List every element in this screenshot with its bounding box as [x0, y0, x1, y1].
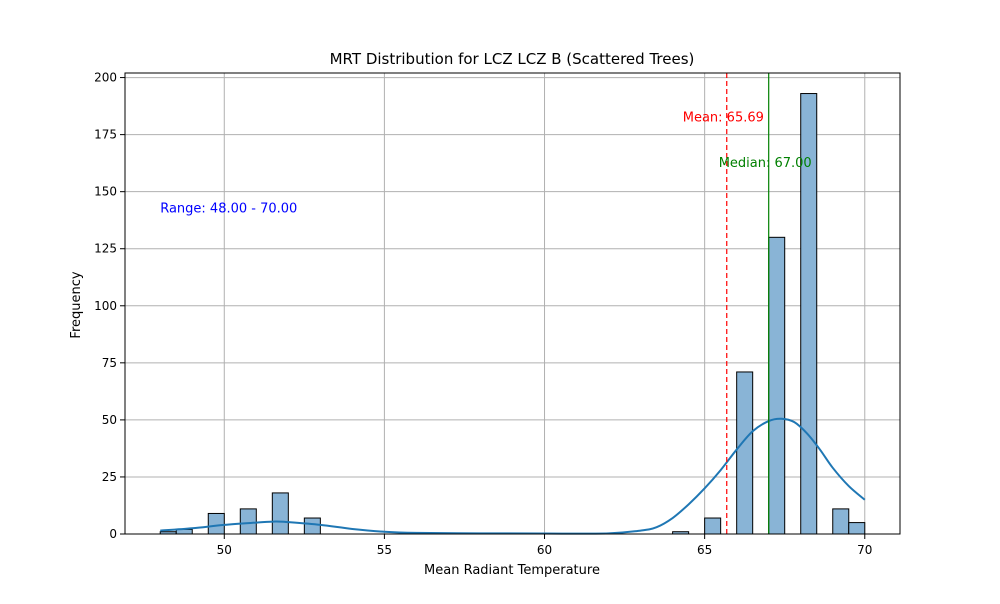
- histogram-bar: [239, 508, 257, 535]
- kde-curve: [160, 417, 866, 535]
- histogram-bar: [207, 512, 225, 535]
- y-tick-label: 25: [102, 470, 117, 484]
- x-tick-label: 70: [857, 543, 872, 557]
- histogram-bar: [704, 517, 722, 535]
- range-annotation: Range: 48.00 - 70.00: [160, 202, 297, 217]
- x-tick-label: 50: [217, 543, 232, 557]
- chart-title: MRT Distribution for LCZ LCZ B (Scattere…: [330, 50, 695, 68]
- reference-lines-layer: [726, 73, 770, 534]
- x-tick-label: 65: [697, 543, 712, 557]
- median-annotation: Median: 67.00: [719, 156, 812, 171]
- kde-layer: [160, 417, 866, 535]
- y-tick-label: 100: [94, 299, 117, 313]
- y-axis-label: Frequency: [69, 271, 84, 338]
- histogram-bar: [768, 236, 786, 535]
- y-tick-label: 0: [109, 527, 117, 541]
- histogram-bar: [303, 517, 321, 535]
- histogram-bar: [271, 492, 289, 535]
- ticks-layer: 50 55 60 65 70 0 25 50 75 100 125 150 175 200: [94, 71, 872, 557]
- y-tick-label: 175: [94, 128, 117, 142]
- y-tick-label: 150: [94, 185, 117, 199]
- histogram-bar: [832, 508, 850, 535]
- histogram-bar: [736, 371, 754, 535]
- plot-frame: [124, 72, 901, 535]
- histogram-bar: [848, 522, 866, 535]
- y-tick-label: 200: [94, 71, 117, 85]
- mean-annotation: Mean: 65.69: [683, 110, 764, 125]
- axes-layer: [124, 72, 901, 535]
- y-tick-label: 75: [102, 356, 117, 370]
- x-axis-label: Mean Radiant Temperature: [424, 563, 600, 578]
- y-tick-label: 50: [102, 413, 117, 427]
- y-tick-label: 125: [94, 242, 117, 256]
- x-tick-label: 60: [537, 543, 552, 557]
- x-tick-label: 55: [377, 543, 392, 557]
